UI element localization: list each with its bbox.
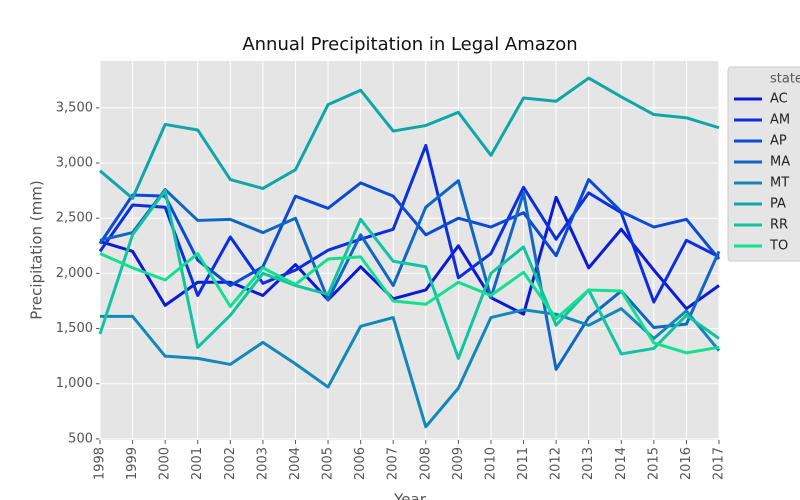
legend-box bbox=[727, 66, 800, 262]
x-tick-label: 2004 bbox=[288, 447, 303, 480]
x-tick-label: 2005 bbox=[321, 447, 336, 480]
y-tick-label: 2,000 bbox=[56, 266, 93, 281]
x-tick-label: 2010 bbox=[483, 447, 498, 480]
legend-label: MT bbox=[770, 176, 789, 191]
x-tick-label: 1998 bbox=[93, 447, 108, 480]
series-line bbox=[99, 195, 720, 316]
legend-label: RR bbox=[770, 218, 788, 233]
x-tick-label: 2009 bbox=[451, 447, 466, 480]
x-tick-label: 2003 bbox=[255, 447, 270, 480]
series-line bbox=[98, 143, 720, 304]
x-tick-label: 2017 bbox=[712, 447, 727, 480]
series-line bbox=[99, 252, 720, 355]
series-line bbox=[100, 307, 721, 429]
x-tick-label: 2000 bbox=[158, 447, 173, 480]
y-tick-label: 1,000 bbox=[56, 376, 93, 391]
legend-label: TO bbox=[769, 239, 788, 254]
y-tick-label: 500 bbox=[68, 431, 93, 446]
x-tick-label: 2015 bbox=[646, 447, 661, 480]
x-tick-label: 2006 bbox=[353, 447, 368, 480]
y-tick-label: 3,500 bbox=[56, 100, 93, 115]
x-tick-label: 2001 bbox=[190, 447, 205, 480]
x-tick-label: 2002 bbox=[223, 447, 238, 480]
x-tick-label: 1999 bbox=[125, 447, 140, 480]
legend-label: AC bbox=[770, 92, 788, 107]
y-tick-label: 3,000 bbox=[56, 156, 93, 171]
legend-label: AM bbox=[770, 113, 790, 128]
series-line bbox=[99, 179, 721, 371]
legend-label: AP bbox=[770, 134, 787, 149]
x-tick-label: 2016 bbox=[679, 447, 694, 480]
x-tick-label: 2007 bbox=[386, 447, 401, 480]
x-axis-label: Year bbox=[393, 491, 427, 500]
y-tick-label: 1,500 bbox=[56, 321, 93, 336]
legend-label: PA bbox=[770, 197, 786, 212]
chart-title: Annual Precipitation in Legal Amazon bbox=[242, 34, 577, 55]
x-tick-label: 2008 bbox=[418, 447, 433, 480]
series-line bbox=[99, 76, 720, 200]
x-tick-label: 2012 bbox=[549, 447, 564, 480]
y-tick-label: 2,500 bbox=[56, 211, 93, 226]
y-axis-label: Precipitation (mm) bbox=[28, 180, 46, 319]
x-tick-label: 2014 bbox=[614, 447, 629, 480]
legend-label: MA bbox=[770, 155, 790, 170]
series-line bbox=[98, 189, 720, 360]
legend-title: state bbox=[770, 72, 800, 87]
x-tick-label: 2011 bbox=[516, 447, 531, 480]
x-tick-label: 2013 bbox=[581, 447, 596, 480]
